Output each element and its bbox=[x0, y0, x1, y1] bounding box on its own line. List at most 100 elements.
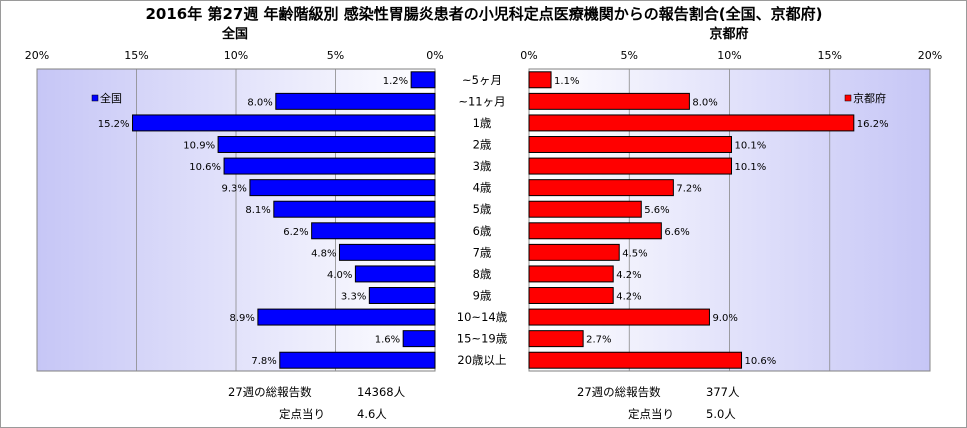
data-labels-national: 1.2% 8.0% 15.2% 10.9% 10.6%9.3% 8.1% 6.2%4.8% 4… bbox=[98, 76, 408, 367]
kyoto-per-label: 定点当り bbox=[628, 407, 674, 421]
data-label-kyoto: 16.2% bbox=[857, 119, 889, 130]
bar-kyoto bbox=[528, 92, 690, 110]
legend-label-kyoto: 京都府 bbox=[853, 91, 886, 105]
data-label-national: 10.6% bbox=[189, 162, 221, 173]
bar-kyoto bbox=[528, 136, 733, 153]
category-label: 6歳 bbox=[473, 224, 492, 238]
bar-national bbox=[368, 287, 436, 304]
bar-national bbox=[275, 92, 436, 110]
category-label: ~11ヶ月 bbox=[458, 94, 505, 108]
tick-label-national: 5% bbox=[327, 49, 344, 62]
bars-national bbox=[132, 71, 436, 369]
category-label: 7歳 bbox=[473, 245, 492, 259]
category-label: 15~19歳 bbox=[457, 332, 508, 346]
data-label-kyoto: 4.2% bbox=[616, 270, 641, 281]
data-label-national: 7.8% bbox=[251, 356, 276, 367]
legend-label-national: 全国 bbox=[100, 91, 122, 105]
tick-label-national: 10% bbox=[224, 49, 248, 62]
kyoto-per-value: 5.0人 bbox=[706, 407, 736, 421]
tick-label-kyoto: 15% bbox=[818, 49, 842, 62]
bar-kyoto bbox=[528, 71, 552, 89]
bar-kyoto bbox=[528, 200, 642, 218]
bar-kyoto bbox=[528, 287, 614, 304]
data-label-kyoto: 5.6% bbox=[644, 205, 669, 216]
bar-national bbox=[402, 330, 436, 348]
data-label-kyoto: 6.6% bbox=[664, 227, 689, 238]
panel-national: 20% 15% 10% 5% 0% 1.2% 8.0% 15.2% 10.9% 10.6%9.3… bbox=[25, 49, 444, 372]
chart-title: 2016年 第27週 年齢階級別 感染性胃腸炎患者の小児科定点医療機関からの報告… bbox=[145, 5, 822, 23]
tick-label-kyoto: 5% bbox=[621, 49, 638, 62]
national-per-value: 4.6人 bbox=[357, 407, 387, 421]
category-label: 2歳 bbox=[473, 138, 492, 152]
category-label: 3歳 bbox=[473, 159, 492, 173]
data-label-national: 15.2% bbox=[98, 119, 130, 130]
data-labels-kyoto: 1.1% 8.0% 16.2% 10.1% 10.1% 7.2% 5.6% 6.6% 4.5% 4… bbox=[554, 76, 889, 367]
data-label-national: 4.0% bbox=[327, 270, 352, 281]
tick-label-national: 20% bbox=[25, 49, 49, 62]
category-label: ~5ヶ月 bbox=[462, 73, 502, 87]
data-label-kyoto: 10.6% bbox=[745, 356, 777, 367]
data-label-kyoto: 2.7% bbox=[586, 335, 611, 346]
bars-kyoto bbox=[528, 71, 855, 369]
tick-labels-kyoto: 0% 5% 10% 15% 20% bbox=[520, 49, 942, 62]
kyoto-total-value: 377人 bbox=[706, 385, 740, 399]
bar-kyoto bbox=[528, 351, 743, 369]
footer-kyoto: 27週の総報告数 377人 定点当り 5.0人 bbox=[577, 385, 740, 421]
data-label-kyoto: 4.2% bbox=[616, 292, 641, 303]
category-label: 4歳 bbox=[473, 181, 492, 195]
data-label-kyoto: 7.2% bbox=[676, 184, 701, 195]
bar-kyoto bbox=[528, 179, 674, 197]
tick-label-national: 15% bbox=[124, 49, 148, 62]
category-labels: ~5ヶ月 ~11ヶ月 1歳 2歳 3歳 4歳 5歳 6歳 7歳 8歳 9歳 10~14歳 15~19歳 2… bbox=[457, 73, 508, 367]
panel-title-national: 全国 bbox=[221, 26, 248, 42]
panel-kyoto: 0% 5% 10% 15% 20% 1.1% 8.0% 16.2% 10.1% 10.1% 7.2… bbox=[520, 49, 942, 372]
national-total-label: 27週の総報告数 bbox=[228, 385, 312, 399]
data-label-kyoto: 4.5% bbox=[622, 248, 647, 259]
legend-kyoto: 京都府 bbox=[844, 91, 886, 105]
tick-label-kyoto: 0% bbox=[520, 49, 537, 62]
category-label: 1歳 bbox=[473, 116, 492, 130]
data-label-kyoto: 10.1% bbox=[735, 162, 767, 173]
bar-kyoto bbox=[528, 308, 710, 326]
bar-national bbox=[279, 351, 436, 369]
tick-label-kyoto: 10% bbox=[717, 49, 741, 62]
bar-national bbox=[311, 222, 436, 240]
panel-title-kyoto: 京都府 bbox=[709, 26, 748, 42]
legend-national: 全国 bbox=[91, 91, 122, 105]
data-label-national: 1.2% bbox=[383, 76, 408, 87]
bar-kyoto bbox=[528, 157, 733, 175]
bar-kyoto bbox=[528, 265, 614, 283]
tick-labels-national: 20% 15% 10% 5% 0% bbox=[25, 49, 444, 62]
tick-label-national: 0% bbox=[426, 49, 443, 62]
data-label-national: 6.2% bbox=[283, 227, 308, 238]
legend-swatch-national bbox=[91, 94, 99, 102]
category-label: 10~14歳 bbox=[457, 310, 508, 324]
data-label-kyoto: 10.1% bbox=[735, 141, 767, 152]
tick-label-kyoto: 20% bbox=[918, 49, 942, 62]
data-label-national: 8.0% bbox=[247, 97, 272, 108]
kyoto-total-label: 27週の総報告数 bbox=[577, 385, 661, 399]
data-label-national: 8.1% bbox=[245, 205, 270, 216]
national-per-label: 定点当り bbox=[279, 407, 325, 421]
bar-national bbox=[338, 243, 436, 261]
data-label-national: 1.6% bbox=[375, 335, 400, 346]
data-label-national: 3.3% bbox=[341, 292, 366, 303]
data-label-kyoto: 1.1% bbox=[554, 76, 579, 87]
footer-national: 27週の総報告数 14368人 定点当り 4.6人 bbox=[228, 385, 406, 421]
bar-national bbox=[354, 265, 436, 283]
bar-national bbox=[223, 157, 436, 175]
legend-swatch-kyoto bbox=[844, 94, 852, 102]
data-label-national: 10.9% bbox=[183, 141, 215, 152]
bar-kyoto bbox=[528, 114, 855, 132]
bar-national bbox=[410, 71, 436, 89]
data-label-national: 9.3% bbox=[222, 184, 247, 195]
bar-national bbox=[257, 308, 436, 326]
bar-kyoto bbox=[528, 222, 662, 240]
bar-national bbox=[132, 114, 436, 132]
data-label-national: 8.9% bbox=[229, 313, 254, 324]
category-label: 20歳以上 bbox=[457, 353, 506, 367]
category-label: 8歳 bbox=[473, 267, 492, 281]
category-label: 9歳 bbox=[473, 289, 492, 303]
